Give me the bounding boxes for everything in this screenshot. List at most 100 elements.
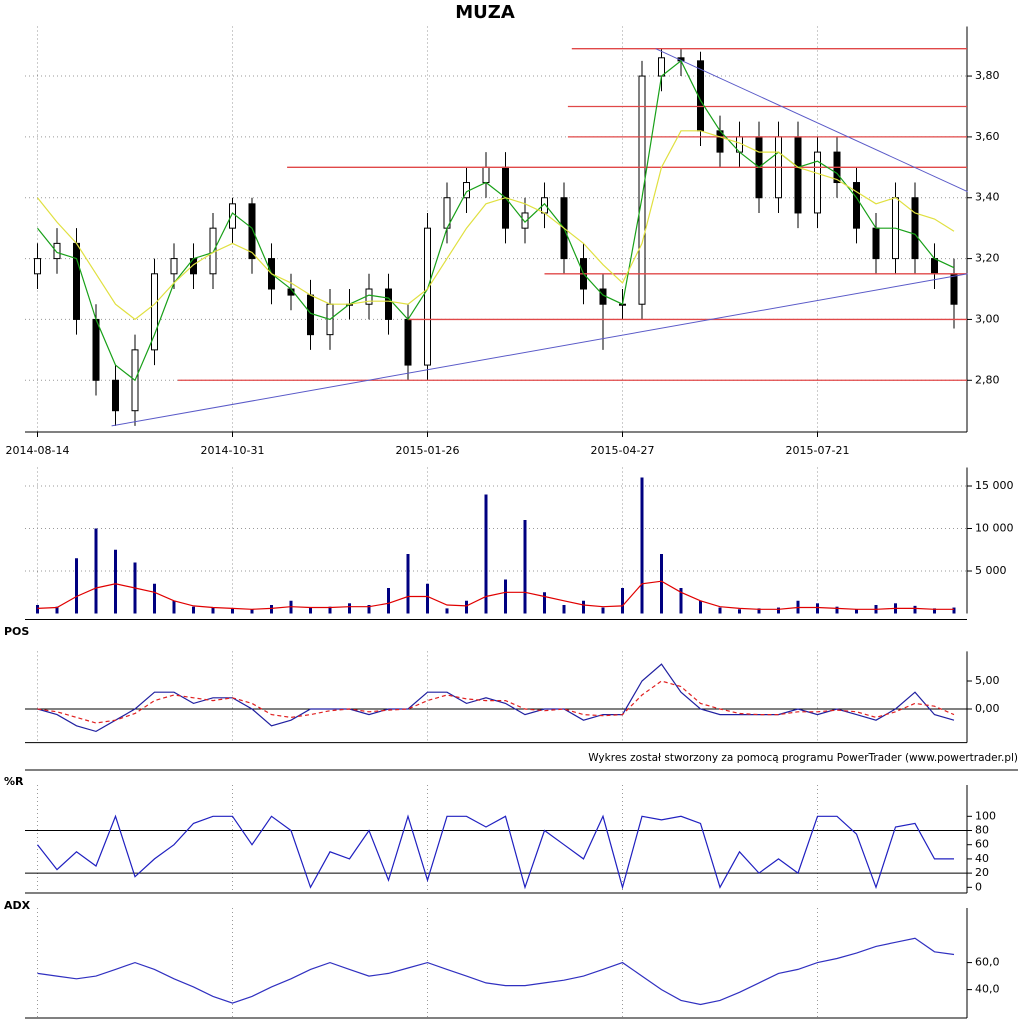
volume-bar xyxy=(309,607,312,614)
series-line xyxy=(37,814,954,890)
volume-bar xyxy=(543,592,546,614)
candle-body xyxy=(307,294,314,336)
volume-bar xyxy=(231,608,234,614)
candle-body xyxy=(638,75,646,305)
y-tick-label: 15 000 xyxy=(975,479,1014,492)
y-tick-label: 0,00 xyxy=(975,702,1000,715)
candle-body xyxy=(814,151,821,214)
y-tick-label: 40 xyxy=(975,852,989,865)
volume-bar xyxy=(679,588,683,614)
volume-bar xyxy=(621,588,624,614)
y-tick-label: 3,40 xyxy=(975,191,1000,204)
volume-bar xyxy=(738,609,741,614)
volume-bar xyxy=(816,603,819,614)
volume-bar xyxy=(582,600,585,614)
candle-body xyxy=(112,379,119,412)
candle-body xyxy=(716,130,724,153)
y-tick-label: 3,00 xyxy=(975,312,1000,325)
volume-bar xyxy=(465,600,468,614)
volume-bar xyxy=(933,608,936,614)
chart-title: MUZA xyxy=(455,2,515,23)
y-tick-label: 100 xyxy=(975,809,996,822)
series-line xyxy=(37,937,955,1006)
series-line xyxy=(37,663,955,733)
candle-body xyxy=(872,227,880,260)
credit-note: Wykres został stworzony za pomocą progra… xyxy=(588,752,1018,764)
candle-body xyxy=(385,288,392,320)
volume-bar xyxy=(855,609,858,614)
candle-body xyxy=(248,203,256,260)
volume-bar xyxy=(75,558,78,614)
volume-bar xyxy=(757,608,761,614)
volume-bar xyxy=(777,607,780,614)
volume-bar xyxy=(484,494,488,614)
candle-body xyxy=(151,273,158,351)
candle-body xyxy=(92,318,100,381)
candle-body xyxy=(950,273,958,305)
volume-bar xyxy=(387,588,390,614)
series-line xyxy=(37,130,955,321)
y-tick-label: 3,80 xyxy=(975,69,1000,82)
volume-bar xyxy=(36,605,39,614)
candle-body xyxy=(34,258,41,275)
x-tick-label: 2015-01-26 xyxy=(396,444,460,457)
volume-bar xyxy=(114,549,117,614)
y-tick-label: 10 000 xyxy=(975,522,1014,535)
volume-bar xyxy=(562,605,566,614)
series-line xyxy=(37,580,954,610)
candle-body xyxy=(53,242,61,260)
candle-body xyxy=(911,197,919,260)
y-tick-label: 60,0 xyxy=(975,956,1000,969)
candle-body xyxy=(521,212,529,229)
panel-title: ADX xyxy=(4,899,31,912)
candle-body xyxy=(853,182,860,229)
volume-bar xyxy=(640,477,644,614)
candle-body xyxy=(931,258,938,275)
volume-bar xyxy=(426,583,429,614)
candle-body xyxy=(404,318,412,366)
candle-body xyxy=(658,57,665,77)
volume-bar xyxy=(406,554,410,614)
candle-body xyxy=(482,166,490,184)
volume-bar xyxy=(445,608,449,614)
volume-bar xyxy=(55,606,59,614)
y-tick-label: 3,60 xyxy=(975,130,1000,143)
volume-bar xyxy=(660,554,663,614)
series-line xyxy=(37,59,955,382)
x-tick-label: 2014-10-31 xyxy=(201,444,265,457)
trend-line xyxy=(111,273,968,427)
y-tick-label: 20 xyxy=(975,866,989,879)
volume-bar xyxy=(913,605,917,614)
trend-line xyxy=(655,48,968,193)
volume-bar xyxy=(270,605,273,614)
y-tick-label: 2,80 xyxy=(975,373,1000,386)
volume-bar xyxy=(504,579,507,614)
series-line xyxy=(37,680,955,724)
volume-bar xyxy=(94,528,98,614)
candle-body xyxy=(424,227,431,366)
volume-bar xyxy=(835,606,839,614)
y-tick-label: 0 xyxy=(975,880,982,893)
candle-body xyxy=(73,242,80,320)
y-tick-label: 5 000 xyxy=(975,564,1007,577)
volume-bar xyxy=(367,605,371,614)
volume-bar xyxy=(153,583,156,614)
volume-bar xyxy=(699,600,702,614)
volume-bar xyxy=(601,607,605,614)
volume-bar xyxy=(172,600,176,614)
volume-bar xyxy=(348,603,351,614)
y-tick-label: 60 xyxy=(975,838,989,851)
panel-title: %R xyxy=(4,775,24,788)
x-tick-label: 2015-04-27 xyxy=(591,444,655,457)
volume-bar xyxy=(328,606,332,614)
y-tick-label: 5,00 xyxy=(975,674,1000,687)
candle-body xyxy=(794,136,802,214)
volume-bar xyxy=(952,607,956,614)
candle-body xyxy=(170,258,178,275)
x-tick-label: 2014-08-14 xyxy=(6,444,70,457)
volume-bar xyxy=(250,609,254,614)
x-tick-label: 2015-07-21 xyxy=(786,444,850,457)
y-tick-label: 80 xyxy=(975,824,989,837)
